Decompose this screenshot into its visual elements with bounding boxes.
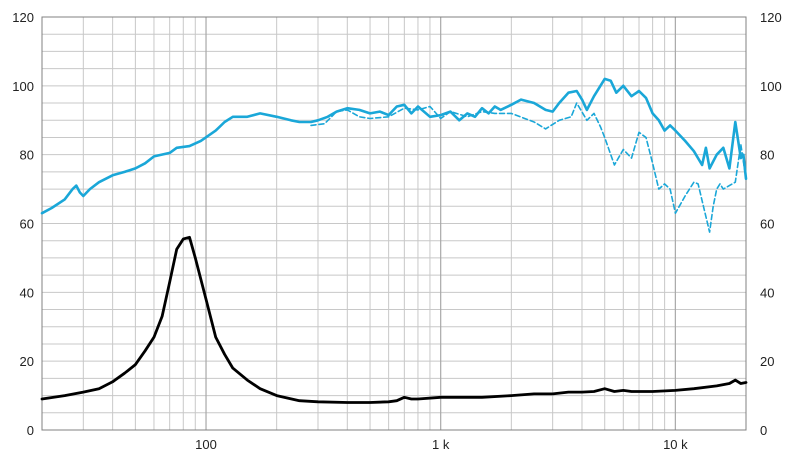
y-tick-label-left: 100 [12, 79, 34, 94]
x-tick-label: 100 [195, 437, 217, 452]
grid-lines [41, 16, 747, 431]
series-lines [40, 77, 748, 404]
plot-frame [41, 16, 747, 431]
y-tick-label-left: 40 [20, 285, 34, 300]
y-tick-label-right: 60 [760, 217, 774, 232]
y-tick-label-left: 0 [27, 423, 34, 438]
x-tick-label: 1 k [432, 437, 450, 452]
x-tick-label: 10 k [663, 437, 688, 452]
y-tick-label-right: 100 [760, 79, 782, 94]
y-tick-label-right: 40 [760, 285, 774, 300]
spl-dashed-series-line [310, 102, 747, 233]
tick-labels: 0 0 20 20 40 40 60 60 80 80 100 100 120 120 100 1 k 10 k [12, 10, 781, 452]
impedance-series-line [40, 235, 748, 404]
y-tick-label-left: 80 [20, 148, 34, 163]
y-tick-label-left: 60 [20, 217, 34, 232]
y-tick-label-right: 120 [760, 10, 782, 25]
spl-solid-series-line [40, 77, 748, 215]
y-tick-label-right: 80 [760, 148, 774, 163]
y-tick-label-left: 120 [12, 10, 34, 25]
y-tick-label-left: 20 [20, 354, 34, 369]
y-tick-label-right: 20 [760, 354, 774, 369]
y-tick-label-right: 0 [760, 423, 767, 438]
